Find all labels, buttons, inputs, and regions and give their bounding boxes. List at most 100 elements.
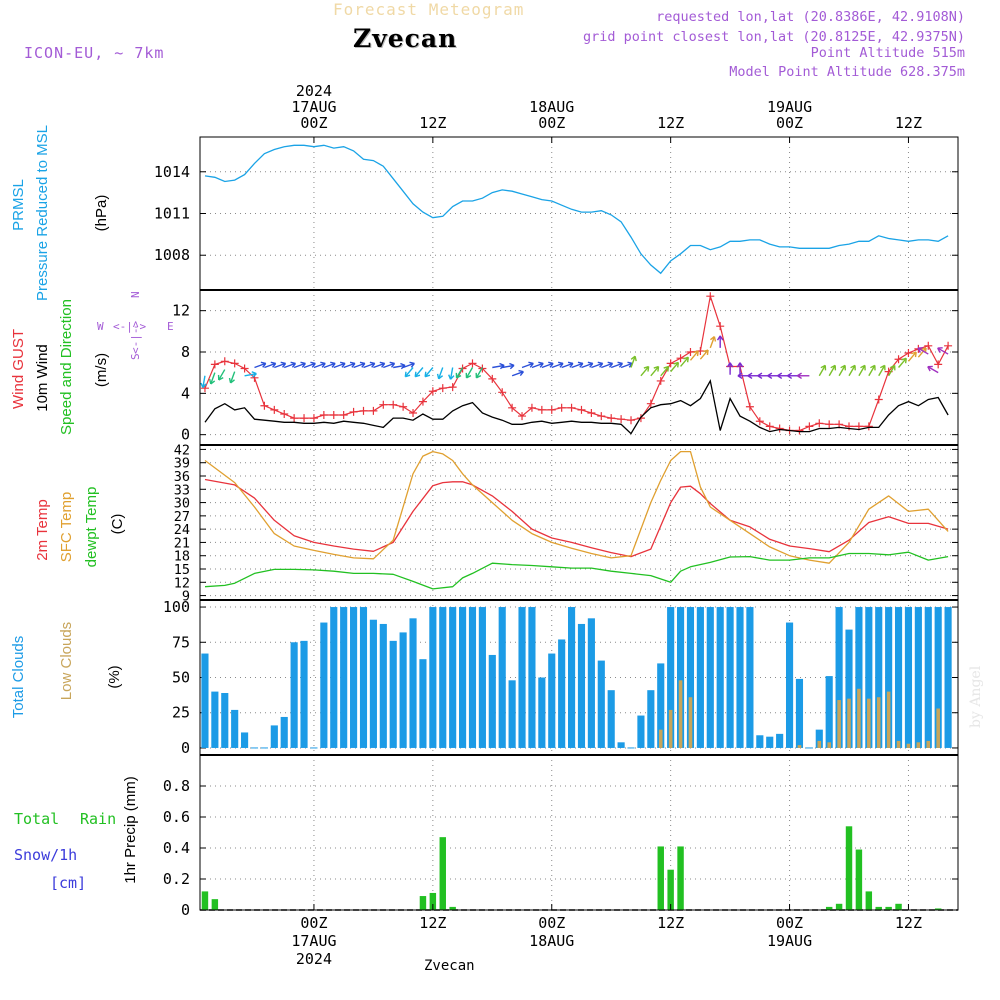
gust-marker [716,322,725,331]
rain-bar [875,906,882,910]
total-cloud-bar [379,623,387,748]
wind-arrow-head [726,362,734,368]
low-cloud-bar [847,698,851,748]
wind-arrow-head [557,361,564,368]
low-cloud-bar [906,743,911,748]
precip-rain-label: Rain [80,810,116,828]
wind-direction-arrow [393,364,406,369]
wind-direction-arrow [531,362,544,369]
wind-arrow-head [528,361,534,368]
total-clouds-label: Total Clouds [10,636,27,719]
total-cloud-bar [726,607,734,748]
wind-arrow-head [889,364,896,371]
y-tick-label-temperature: 27 [174,509,190,525]
temp-unit: (C) [109,514,126,535]
wind-direction-arrow [670,361,679,373]
wind-direction-arrow [601,362,613,369]
y-tick-label-temperature: 30 [174,496,190,512]
top-time-label: 00Z [300,114,327,132]
wind-arrow-head [260,361,267,368]
low-cloud-bar [837,700,841,748]
wind-arrow-head [320,361,326,368]
total-cloud-bar [211,691,219,748]
wind-direction-arrow [502,364,515,369]
requested-point: requested lon,lat (20.8386E, 42.9108N) [656,9,965,25]
wind-arrow-head [509,362,515,370]
gust-marker [260,401,269,410]
wind-direction-arrow [323,362,336,369]
top-time-label: 12Z [419,114,446,132]
gust-marker [280,410,289,418]
top-time-label: 17AUG [291,98,336,116]
wind-gust-label: Wind GUST [10,329,27,409]
total-cloud-bar [875,607,883,748]
total-cloud-bar [439,607,447,748]
precip-total-label: Total [14,810,59,828]
y-tick-label-pressure: 1011 [154,205,190,223]
total-cloud-bar [577,623,586,748]
rain-bar [855,849,863,910]
gust-marker [448,383,457,392]
pressure-unit: (hPa) [93,195,110,232]
pressure-line [204,144,949,275]
total-cloud-bar [518,607,526,748]
wind-direction-arrow [620,362,633,369]
wind-direction-arrow [907,351,917,362]
gust-marker [428,387,437,396]
low-cloud-bar [817,740,822,748]
wind-arrow-head [736,362,744,368]
gust-marker [676,354,685,363]
gust-marker [210,360,219,369]
wind-arrow-head [300,361,306,368]
total-cloud-bar [498,607,506,748]
wind-arrow-head [703,349,709,356]
total-cloud-bar [617,742,625,748]
total-cloud-bar [508,680,516,748]
total-cloud-bar [795,678,804,748]
wind-direction-arrow [898,357,907,368]
gust-marker [894,355,903,364]
wind-direction-arrow [828,365,836,377]
gust-marker [825,420,834,429]
credit-watermark: by Angel [968,665,984,728]
bottom-time-label: 00Z [300,914,327,932]
wind-arrow-head [209,378,216,385]
gust-marker [498,388,507,397]
gust-marker [627,416,636,425]
total-cloud-bar [835,607,843,748]
wind-direction-arrow [689,350,699,361]
total-cloud-bar [716,607,724,748]
y-tick-label-clouds: 25 [172,704,190,722]
wind-arrow-head [716,335,724,341]
rain-bar [211,899,219,910]
total-cloud-bar [637,715,645,748]
wind-arrow-head [359,361,366,368]
wind-direction-arrow [424,367,434,378]
wind-arrow-head [617,361,624,368]
wind-arrow-head [409,361,415,368]
wind-speed-line [204,379,949,435]
total-cloud-bar [657,663,665,748]
wind-direction-arrow [591,362,603,369]
wind-direction-arrow [293,362,306,369]
bottom-time-label: 00Z [538,914,565,932]
rain-bar [429,892,437,910]
gust-marker [230,359,239,368]
total-cloud-bar [746,607,754,748]
wind-arrow-head [796,372,802,380]
wind-direction-arrow [274,362,286,369]
wind-direction-arrow [455,367,464,379]
gust-marker [399,402,408,411]
total-cloud-bar [597,660,605,748]
wind-direction-arrow [313,362,326,369]
wind-arrow-head [414,371,421,378]
compass-west: W [97,320,104,333]
wind-direction-arrow [202,375,206,388]
wind-arrow-head [683,356,689,363]
wind-arrow-head [310,361,316,368]
total-cloud-bar [399,632,407,748]
wind-direction-arrow [437,367,444,380]
wind-direction-arrow [492,364,505,369]
wind-arrow-head [389,361,396,368]
precip-snow-unit: [cm] [50,874,86,892]
